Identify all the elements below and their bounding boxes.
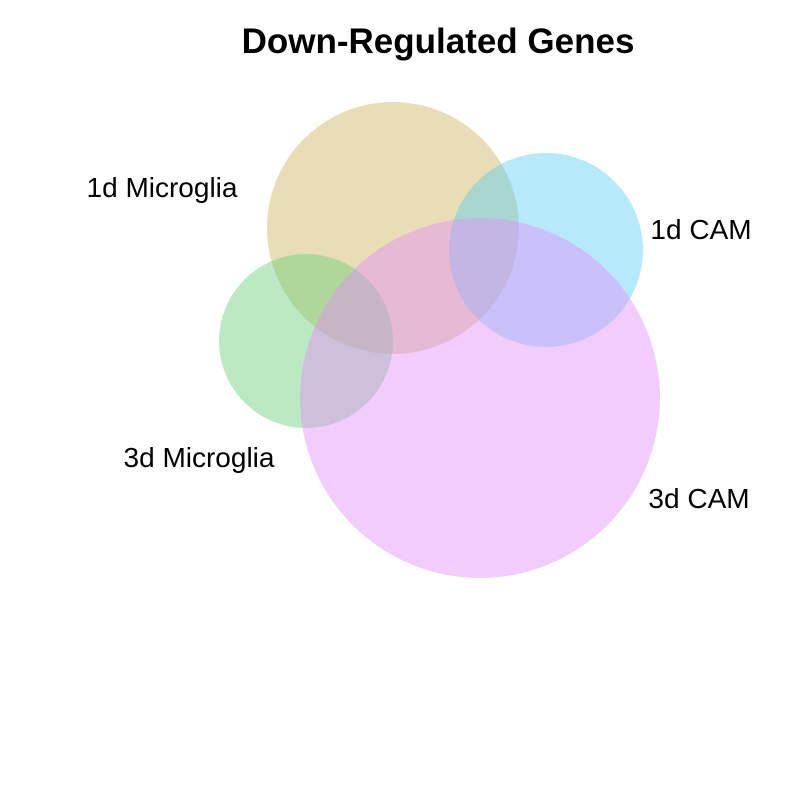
venn-label-1d-microglia: 1d Microglia bbox=[87, 172, 238, 203]
venn-circle-1d-microglia bbox=[267, 102, 519, 354]
venn-circle-3d-microglia bbox=[219, 254, 393, 428]
venn-label-3d-cam: 3d CAM bbox=[648, 483, 749, 514]
venn-label-1d-cam: 1d CAM bbox=[650, 214, 751, 245]
chart-title: Down-Regulated Genes bbox=[241, 22, 635, 61]
venn-circle-1d-cam bbox=[449, 153, 643, 347]
venn-circle-3d-cam bbox=[300, 218, 660, 578]
venn-label-3d-microglia: 3d Microglia bbox=[124, 442, 275, 473]
